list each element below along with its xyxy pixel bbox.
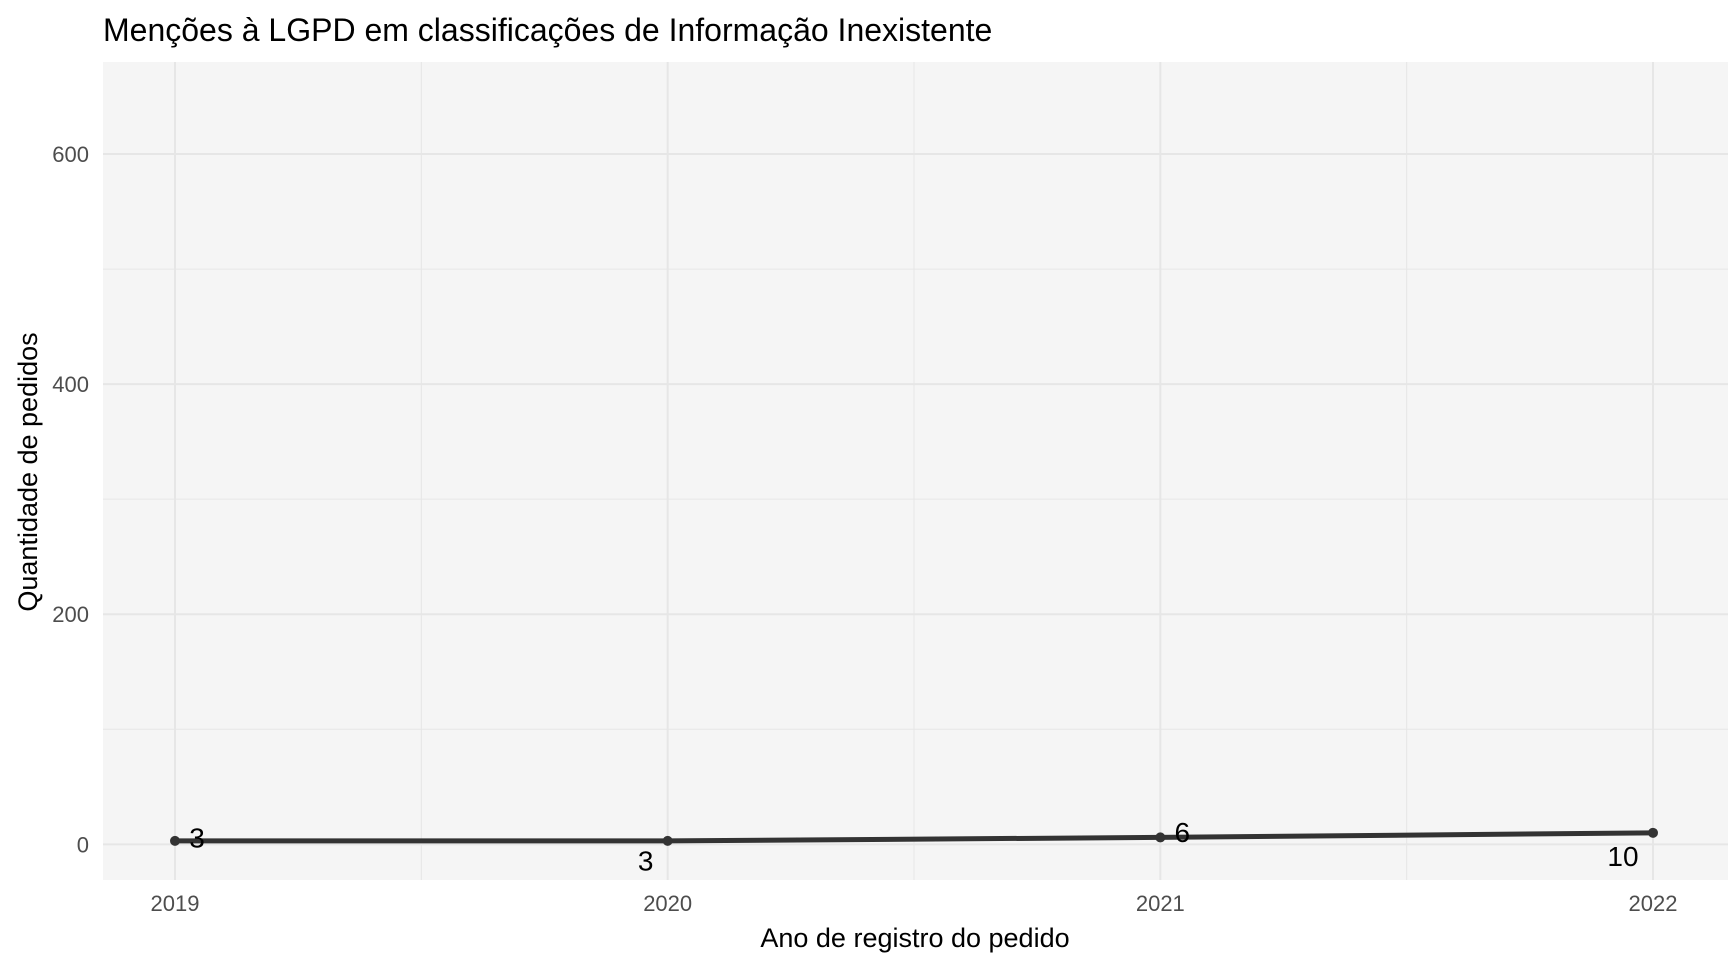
x-tick-label: 2020 [643,891,692,916]
data-label: 10 [1607,841,1638,872]
y-tick-label: 200 [52,602,89,627]
data-point [1155,832,1166,843]
grid-lines [103,62,1728,880]
y-tick-label: 600 [52,142,89,167]
data-label: 3 [638,845,654,876]
x-tick-label: 2019 [151,891,200,916]
x-tick-label: 2021 [1136,891,1185,916]
chart-title: Menções à LGPD em classificações de Info… [103,12,992,48]
series-line [175,830,1654,844]
data-label: 6 [1175,817,1191,848]
series-layer [170,827,1658,846]
plot-panel [103,62,1728,880]
y-axis-title: Quantidade de pedidos [13,332,43,611]
data-point [1648,827,1658,838]
data-label: 3 [189,822,205,853]
x-axis-ticks: 2019 2020 2021 2022 [151,891,1678,916]
x-tick-label: 2022 [1629,891,1678,916]
y-tick-label: 400 [52,372,89,397]
y-axis-ticks: 0 200 400 600 [52,142,89,857]
data-point [662,835,673,846]
data-labels-layer: 3 3 6 10 [189,817,1638,876]
x-axis-title: Ano de registro do pedido [760,923,1069,953]
data-point [170,835,180,846]
y-tick-label: 0 [77,832,89,857]
